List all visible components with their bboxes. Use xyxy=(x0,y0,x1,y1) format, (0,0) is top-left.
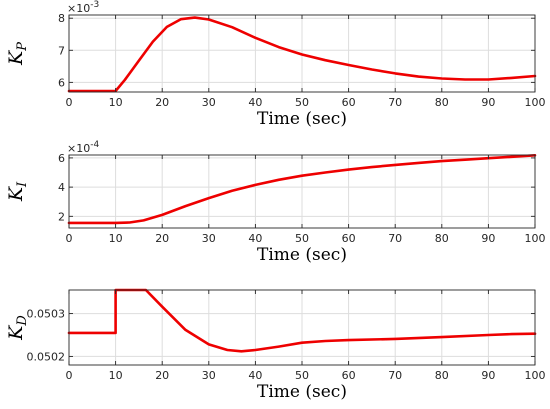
x-tick-label: 40 xyxy=(248,232,262,245)
subplot-ki: 0 10 20 30 40 50 60 70 80 90 100 2 4 6 ×10-4 Time (se… xyxy=(5,140,546,265)
series-group xyxy=(67,16,537,93)
y-axis-label: KP xyxy=(5,42,30,66)
x-tick-label: 60 xyxy=(342,96,356,109)
x-tick-label: 50 xyxy=(295,369,309,382)
series-line xyxy=(67,16,537,93)
x-tick-label: 80 xyxy=(435,232,449,245)
x-tick-label: 10 xyxy=(109,369,123,382)
x-tick-label: 10 xyxy=(109,232,123,245)
x-tick-label: 80 xyxy=(435,369,449,382)
x-tick-label: 90 xyxy=(481,232,495,245)
subplot-kp: 0 10 20 30 40 50 60 70 80 90 100 6 7 8 ×10-3 Time (se… xyxy=(5,0,546,129)
y-tick-label: 7 xyxy=(58,44,65,57)
y-tick-label: 8 xyxy=(58,12,65,25)
x-tick-label: 0 xyxy=(66,369,73,382)
x-tick-label: 20 xyxy=(155,232,169,245)
y-exponent-label: ×10-4 xyxy=(67,140,99,155)
x-tick-label: 30 xyxy=(202,232,216,245)
x-tick-label: 90 xyxy=(481,96,495,109)
ticks-group: 0 10 20 30 40 50 60 70 80 90 100 2 4 6 xyxy=(58,152,546,245)
x-tick-label: 10 xyxy=(109,96,123,109)
series-group xyxy=(67,154,537,225)
x-tick-label: 100 xyxy=(525,96,546,109)
x-tick-label: 60 xyxy=(342,232,356,245)
x-tick-label: 50 xyxy=(295,96,309,109)
ticks-group: 0 10 20 30 40 50 60 70 80 90 100 6 7 8 xyxy=(58,12,546,109)
x-tick-label: 20 xyxy=(155,96,169,109)
series-line xyxy=(67,154,537,225)
y-tick-label: 0.0502 xyxy=(27,350,66,363)
y-axis-label: KD xyxy=(5,315,30,341)
x-tick-label: 50 xyxy=(295,232,309,245)
x-tick-label: 0 xyxy=(66,232,73,245)
y-tick-label: 0.0503 xyxy=(27,308,66,321)
subplot-kd: 0 10 20 30 40 50 60 70 80 90 100 0.0502 0.0503 Time … xyxy=(5,288,546,402)
x-tick-label: 0 xyxy=(66,96,73,109)
x-tick-label: 70 xyxy=(388,369,402,382)
x-axis-label: Time (sec) xyxy=(257,245,347,265)
x-tick-label: 70 xyxy=(388,232,402,245)
grid xyxy=(69,290,535,365)
x-tick-label: 40 xyxy=(248,96,262,109)
y-tick-label: 6 xyxy=(58,76,65,89)
x-tick-label: 30 xyxy=(202,96,216,109)
x-tick-label: 40 xyxy=(248,369,262,382)
grid xyxy=(69,155,535,228)
x-axis-label: Time (sec) xyxy=(257,382,347,402)
y-tick-label: 2 xyxy=(58,210,65,223)
x-tick-label: 60 xyxy=(342,369,356,382)
x-tick-label: 100 xyxy=(525,369,546,382)
x-tick-label: 80 xyxy=(435,96,449,109)
x-tick-label: 100 xyxy=(525,232,546,245)
y-tick-label: 6 xyxy=(58,152,65,165)
y-exponent-label: ×10-3 xyxy=(67,0,99,15)
ticks-group: 0 10 20 30 40 50 60 70 80 90 100 0.0502 0.0503 xyxy=(27,290,546,382)
x-tick-label: 70 xyxy=(388,96,402,109)
x-tick-label: 90 xyxy=(481,369,495,382)
y-axis-label: KI xyxy=(5,181,30,202)
x-tick-label: 20 xyxy=(155,369,169,382)
x-axis-label: Time (sec) xyxy=(257,109,347,129)
y-tick-label: 4 xyxy=(58,181,65,194)
x-tick-label: 30 xyxy=(202,369,216,382)
